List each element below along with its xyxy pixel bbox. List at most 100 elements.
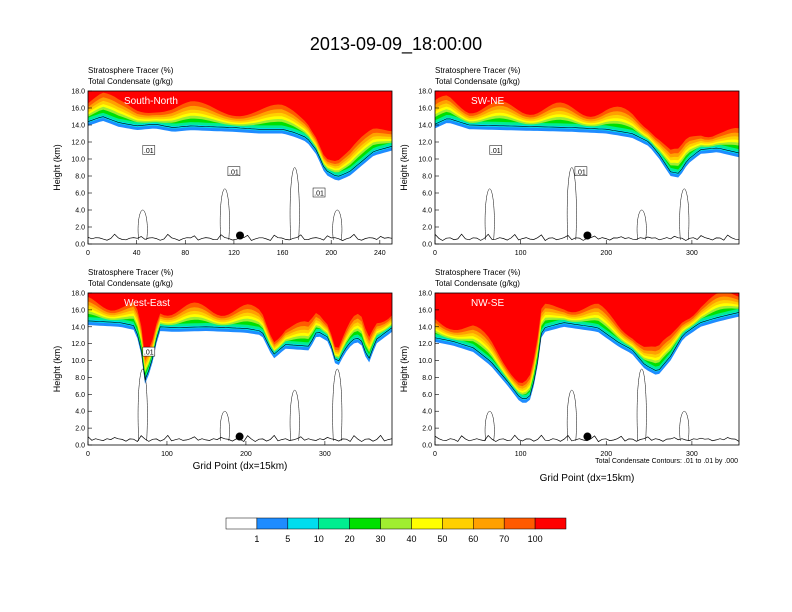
- tracer-contour: [88, 320, 392, 381]
- tracer-field: .01: [88, 293, 392, 445]
- x-tick-label: 300: [686, 250, 698, 257]
- condensate-contour: [566, 167, 577, 240]
- cross-section-marker: [583, 231, 592, 240]
- colorbar-label: 70: [499, 534, 509, 544]
- y-tick-label: 2.0: [422, 426, 432, 433]
- y-tick-label: 16.0: [71, 106, 85, 113]
- x-tick-label: 160: [277, 250, 289, 257]
- x-axis-label: Grid Point (dx=15km): [540, 473, 635, 484]
- panel-frame: [87, 90, 393, 245]
- y-tick-label: 10.0: [418, 358, 432, 365]
- y-tick-label: 4.0: [75, 208, 85, 215]
- y-tick-label: 0.0: [75, 242, 85, 249]
- panel-title-line: Total Condensate (g/kg): [435, 77, 520, 86]
- colorbar-label: 50: [437, 534, 447, 544]
- terrain-line: [435, 233, 739, 241]
- cross-section-marker: [235, 432, 244, 441]
- y-tick-label: 10.0: [71, 157, 85, 164]
- condensate-contour: [679, 188, 690, 240]
- panel-label: SW-NE: [471, 96, 504, 107]
- colorbar-swatch: [318, 517, 350, 530]
- y-tick-label: 6.0: [422, 191, 432, 198]
- x-tick-label: 120: [228, 250, 240, 257]
- x-tick-label: 100: [161, 451, 173, 458]
- colorbar-swatch: [380, 517, 412, 530]
- colorbar-swatch: [442, 517, 474, 530]
- condensate-contour: [484, 410, 495, 441]
- y-tick-label: 2.0: [422, 225, 432, 232]
- y-tick-label: 8.0: [75, 375, 85, 382]
- panel-label: West-East: [124, 298, 170, 309]
- chart-panel: .01 West-East Stratosphere Tracer (%) Total…: [52, 268, 393, 472]
- colorbar-swatch: [473, 517, 505, 530]
- tracer-band-9: [435, 91, 739, 150]
- condensate-contour: [219, 410, 230, 441]
- cross-section-marker: [236, 231, 244, 240]
- panel-title-line: Total Condensate (g/kg): [88, 279, 173, 288]
- tracer-field: .01 .01: [435, 91, 739, 244]
- x-tick-label: 40: [133, 250, 141, 257]
- y-tick-label: 8.0: [422, 375, 432, 382]
- colorbar-swatch: [534, 517, 567, 530]
- condensate-contour: [289, 167, 300, 240]
- colorbar-swatch: [503, 517, 536, 530]
- y-tick-label: 2.0: [75, 426, 85, 433]
- panel-frame: [87, 292, 393, 446]
- condensate-contour: [219, 188, 230, 240]
- y-axis-label: Height (km): [399, 144, 409, 191]
- tracer-band-9: [435, 293, 739, 383]
- y-tick-label: 16.0: [418, 106, 432, 113]
- y-tick-label: 12.0: [71, 341, 85, 348]
- chart-panel: .01 .01 .01 South-North Stratosphere Tracer …: [52, 66, 393, 257]
- x-tick-label: 0: [433, 250, 437, 257]
- tracer-field: .01 .01 .01: [88, 91, 392, 244]
- contour-label-text: .01: [491, 148, 501, 155]
- y-tick-label: 6.0: [75, 191, 85, 198]
- x-tick-label: 200: [325, 250, 337, 257]
- panel-title-line: Total Condensate (g/kg): [435, 279, 520, 288]
- y-tick-label: 0.0: [75, 443, 85, 450]
- y-tick-label: 0.0: [422, 443, 432, 450]
- contour-label-text: .01: [314, 191, 324, 198]
- x-tick-label: 0: [86, 250, 90, 257]
- y-tick-label: 14.0: [71, 324, 85, 331]
- panel-frame: [434, 90, 740, 245]
- chart-panel: .01 .01 SW-NE Stratosphere Tracer (%) Total …: [399, 66, 740, 257]
- y-tick-label: 18.0: [418, 89, 432, 96]
- contour-label: .01: [574, 166, 588, 176]
- condensate-contour: [137, 368, 148, 441]
- x-tick-label: 240: [374, 250, 386, 257]
- footnote: Total Condensate Contours: .01 to .01 by…: [595, 458, 738, 465]
- y-tick-label: 18.0: [418, 291, 432, 298]
- y-tick-label: 0.0: [422, 242, 432, 249]
- contour-label-text: .01: [144, 148, 154, 155]
- contour-label-text: .01: [144, 350, 154, 357]
- y-tick-label: 14.0: [418, 324, 432, 331]
- panel-title-line: Stratosphere Tracer (%): [435, 66, 521, 75]
- y-tick-label: 14.0: [71, 123, 85, 130]
- colorbar-swatch: [349, 517, 381, 530]
- tracer-contour: [88, 116, 392, 177]
- colorbar-label: 30: [376, 534, 386, 544]
- x-tick-label: 100: [515, 451, 527, 458]
- y-tick-label: 4.0: [422, 409, 432, 416]
- y-axis-label: Height (km): [399, 346, 409, 393]
- terrain-line: [435, 434, 739, 443]
- panel-label: South-North: [124, 96, 178, 107]
- cross-section-marker: [583, 432, 592, 441]
- condensate-contour: [566, 389, 577, 441]
- colorbar-swatch: [287, 517, 319, 530]
- chart-panel: NW-SE Stratosphere Tracer (%) Total Conden…: [399, 268, 740, 484]
- figure-title: 2013-09-09_18:00:00: [310, 34, 482, 55]
- condensate-contour: [332, 368, 343, 441]
- x-tick-label: 300: [686, 451, 698, 458]
- y-tick-label: 14.0: [418, 123, 432, 130]
- y-tick-label: 8.0: [422, 174, 432, 181]
- x-tick-label: 100: [515, 250, 527, 257]
- y-tick-label: 10.0: [418, 157, 432, 164]
- y-tick-label: 6.0: [75, 392, 85, 399]
- tracer-contour: [435, 118, 739, 174]
- x-tick-label: 80: [181, 250, 189, 257]
- panel-title-line: Stratosphere Tracer (%): [88, 268, 174, 277]
